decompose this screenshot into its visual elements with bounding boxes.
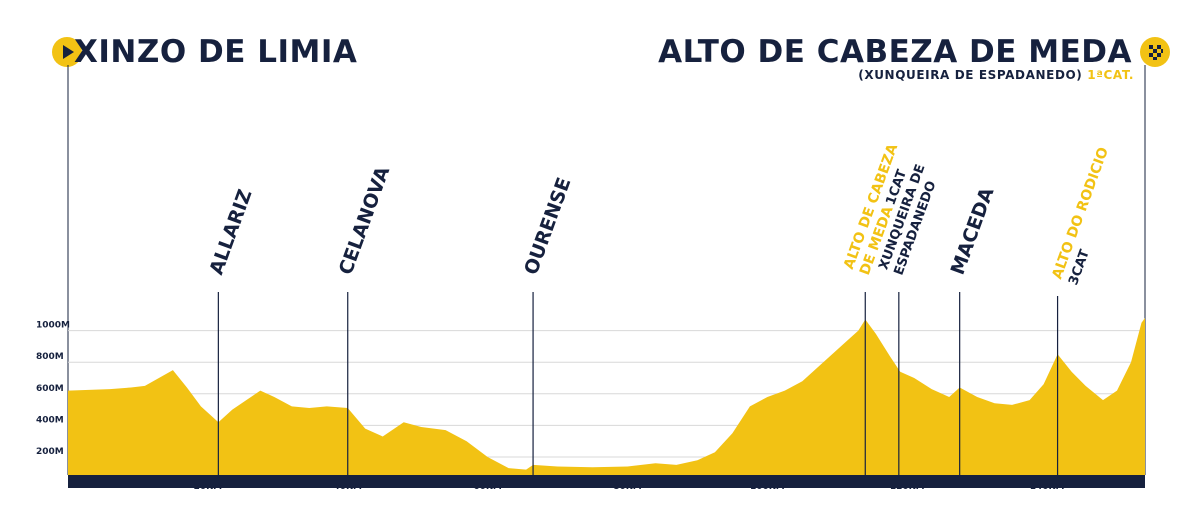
x-tick-label: 60KM xyxy=(473,482,501,492)
marker-label: ALLARIZ xyxy=(205,186,256,277)
marker-label: CELANOVA xyxy=(335,163,395,277)
checkered-flag-icon xyxy=(1140,37,1170,67)
x-tick-label: 120KM xyxy=(890,482,925,492)
y-tick-label: 400M xyxy=(36,415,64,425)
y-tick-label: 800M xyxy=(36,352,64,362)
y-tick-label: 600M xyxy=(36,384,64,394)
y-tick-label: 1000M xyxy=(36,321,70,331)
x-tick-label: 140KM xyxy=(1030,482,1065,492)
x-tick-label: 80KM xyxy=(613,482,641,492)
play-icon xyxy=(52,37,82,67)
elevation-area xyxy=(68,318,1145,475)
start-town-title: XINZO DE LIMIA xyxy=(74,34,358,70)
x-tick-label: 20KM xyxy=(194,482,222,492)
finish-subtitle: (XUNQUEIRA DE ESPADANEDO) 1ªCAT. xyxy=(858,68,1134,82)
finish-category: 1ªCAT. xyxy=(1087,68,1134,82)
x-tick-label: 40KM xyxy=(334,482,362,492)
marker-label: MACEDA xyxy=(947,184,999,277)
x-tick-label: 100KM xyxy=(750,482,785,492)
marker-label-group: MACEDA xyxy=(947,184,999,277)
finish-climb-title: ALTO DE CABEZA DE MEDA xyxy=(658,34,1132,70)
marker-label-group: ALLARIZ xyxy=(205,186,256,277)
marker-label-group: OURENSE xyxy=(520,175,575,278)
y-tick-label: 200M xyxy=(36,447,64,457)
marker-label: OURENSE xyxy=(520,175,575,278)
finish-location: (XUNQUEIRA DE ESPADANEDO) xyxy=(858,68,1083,82)
marker-label-group: CELANOVA xyxy=(335,163,395,277)
distance-axis-bar xyxy=(68,475,1145,488)
